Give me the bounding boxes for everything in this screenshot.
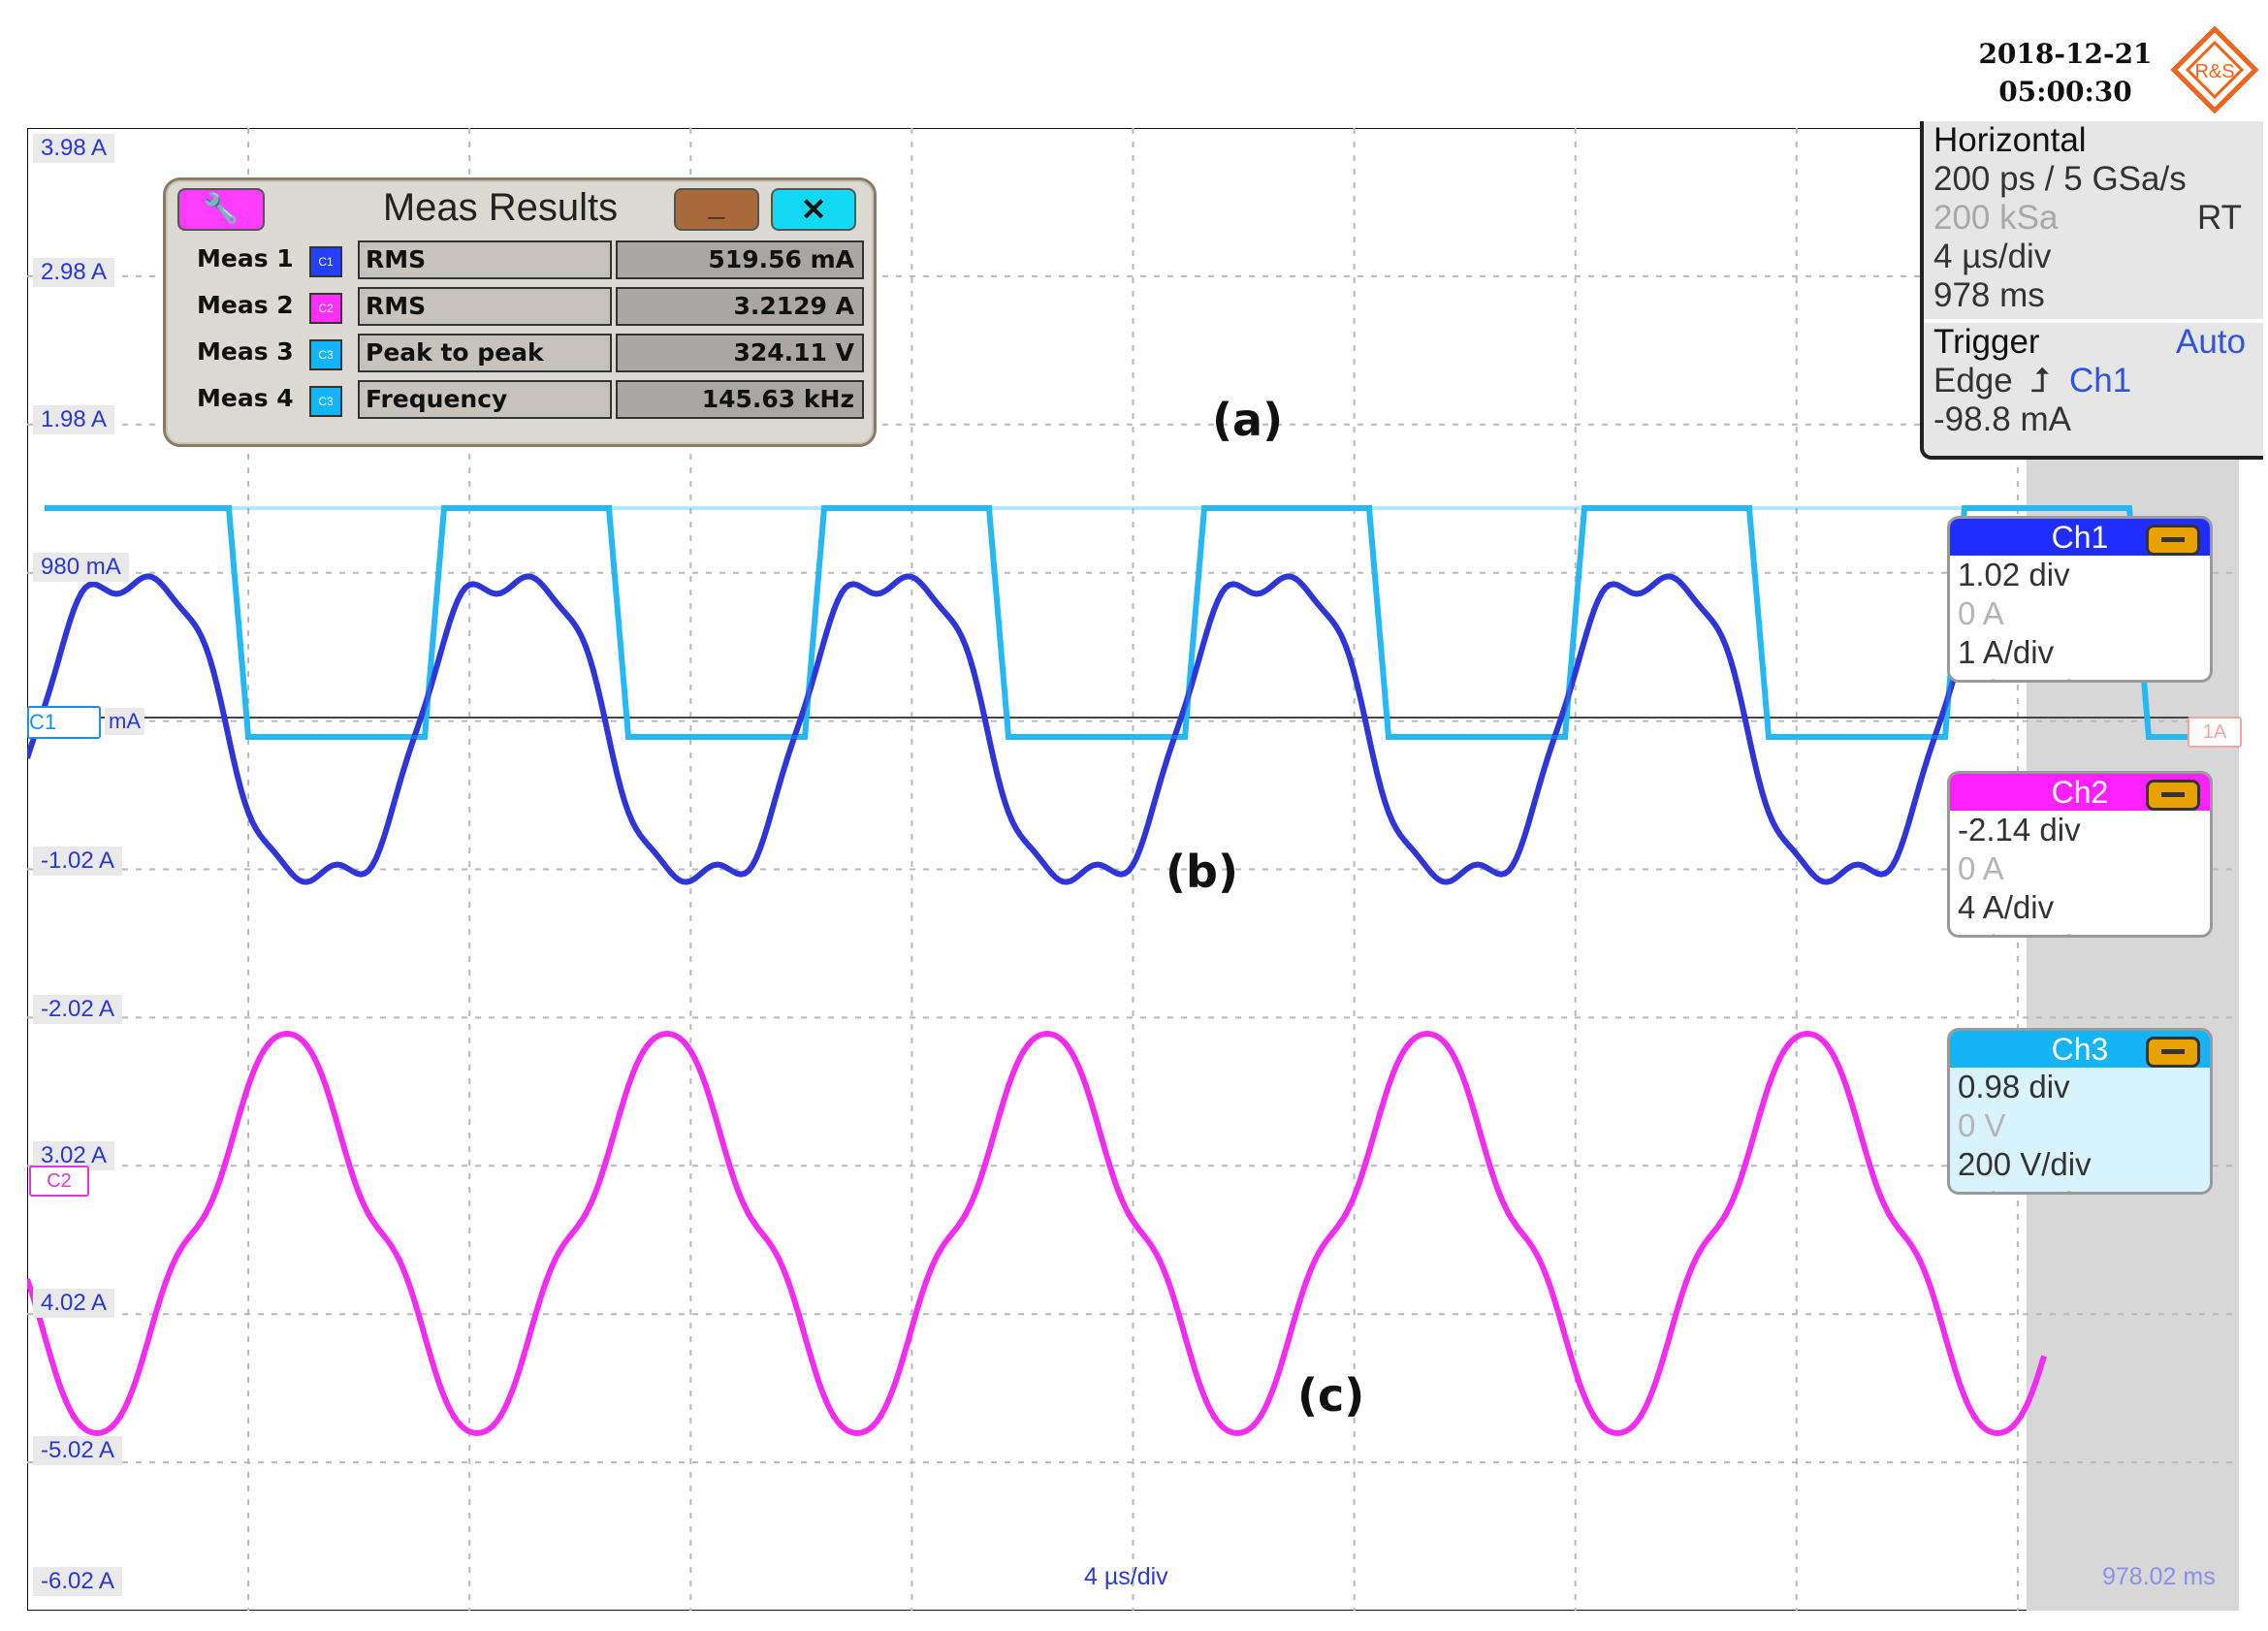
channel-coupling: DC 1MΩ: [1958, 1184, 2081, 1192]
meas-row-1: Meas 1 C1 RMS 519.56 mA: [166, 240, 874, 279]
meas-row-2: Meas 2 C2 RMS 3.2129 A: [166, 287, 874, 326]
channel-scale: 1 A/div: [1958, 634, 2055, 670]
timestamp: 2018-12-21 05:00:30: [1964, 35, 2167, 111]
trigger-mode[interactable]: Auto: [2176, 323, 2246, 361]
channel-offset: 0 V: [1958, 1107, 2006, 1143]
trigger-type: Edge: [1933, 362, 2013, 400]
meas-label: Meas 3: [197, 337, 294, 366]
trigger-source[interactable]: Ch1: [2069, 362, 2132, 400]
channel-box-ch2[interactable]: Ch2 -2.14 div 0 A 4 A/div DC 1MΩ: [1947, 771, 2213, 938]
timebase-label: 4 µs/div: [1084, 1563, 1168, 1590]
meas-value: 519.56 mA: [616, 240, 864, 279]
date-text: 2018-12-21: [1978, 38, 2153, 70]
meas-label: Meas 1: [197, 244, 294, 272]
minimize-icon[interactable]: [2146, 780, 2200, 811]
time-position-label: 978.02 ms: [2102, 1563, 2216, 1590]
minimize-icon[interactable]: [2146, 525, 2200, 556]
meas-results-window[interactable]: 🔧 Meas Results _ ✕ Meas 1 C1 RMS 519.56 …: [163, 177, 877, 447]
minimize-icon[interactable]: [2146, 1037, 2200, 1068]
channel-scale: 200 V/div: [1958, 1146, 2092, 1182]
horizontal-mode: RT: [2197, 199, 2243, 237]
annotation-b: (b): [1166, 846, 1238, 898]
y-label-8: 4.02 A: [33, 1289, 115, 1318]
time-text: 05:00:30: [1998, 76, 2132, 108]
y-label-1: 3.98 A: [33, 134, 115, 163]
meas-label: Meas 4: [197, 384, 294, 412]
channel-coupling: DC 1MΩ: [1958, 927, 2081, 935]
y-label-2: 2.98 A: [33, 258, 115, 287]
channel-position: -2.14 div: [1958, 812, 2081, 847]
y-label-3: 1.98 A: [33, 405, 115, 434]
logo-text: R&S: [2194, 61, 2234, 82]
annotation-a: (a): [1212, 394, 1284, 446]
meas-type[interactable]: Frequency: [358, 380, 612, 419]
c1-marker[interactable]: C1: [27, 706, 101, 739]
meas-type[interactable]: Peak to peak: [358, 334, 612, 372]
horizontal-title: Horizontal: [1933, 121, 2087, 159]
meas-results-header: 🔧 Meas Results _ ✕: [166, 180, 874, 235]
meas-value: 324.11 V: [616, 334, 864, 372]
wrench-icon[interactable]: 🔧: [177, 188, 265, 231]
y-label-6: -2.02 A: [33, 995, 123, 1024]
channel-chip: C3: [309, 386, 342, 417]
ch3-offscreen: [226, 506, 2239, 739]
y-label-10: -6.02 A: [33, 1567, 123, 1596]
rs-logo: R&S: [2170, 25, 2259, 114]
horizontal-sample: 200 ps / 5 GSa/s: [1933, 160, 2187, 198]
trigger-title: Trigger: [1933, 323, 2040, 361]
ref-marker[interactable]: 1A: [2188, 717, 2242, 748]
y-label-4: 980 mA: [33, 553, 129, 582]
rising-edge-icon: ⮥: [2030, 362, 2051, 400]
horizontal-position: 978 ms: [1933, 276, 2045, 314]
meas-type[interactable]: RMS: [358, 240, 612, 279]
close-button[interactable]: ✕: [771, 188, 856, 231]
channel-chip: C3: [309, 339, 342, 370]
channel-coupling: DC 1MΩ: [1958, 672, 2081, 680]
horizontal-trigger-panel[interactable]: Horizontal 200 ps / 5 GSa/s 200 kSa RT 4…: [1920, 121, 2263, 460]
channel-offset: 0 A: [1958, 850, 2004, 886]
ch1-waveform: [27, 573, 2046, 885]
channel-chip: C2: [309, 293, 342, 324]
channel-scale: 4 A/div: [1958, 889, 2055, 925]
meas-value: 145.63 kHz: [616, 380, 864, 419]
annotation-c: (c): [1297, 1369, 1365, 1422]
channel-position: 1.02 div: [1958, 557, 2070, 592]
c1-label: C1: [29, 710, 57, 734]
channel-box-ch1[interactable]: Ch1 1.02 div 0 A 1 A/div DC 1MΩ: [1947, 516, 2213, 683]
channel-box-ch3[interactable]: Ch3 0.98 div 0 V 200 V/div DC 1MΩ: [1947, 1028, 2213, 1195]
trigger-level: -98.8 mA: [1933, 400, 2071, 438]
channel-position: 0.98 div: [1958, 1069, 2070, 1104]
meas-row-3: Meas 3 C3 Peak to peak 324.11 V: [166, 334, 874, 372]
meas-row-4: Meas 4 C3 Frequency 145.63 kHz: [166, 380, 874, 419]
meas-results-title: Meas Results: [382, 186, 619, 229]
channel-offset: 0 A: [1958, 595, 2004, 631]
horizontal-timebase: 4 µs/div: [1933, 238, 2052, 275]
horizontal-record: 200 kSa: [1933, 199, 2059, 237]
panel-divider: [1924, 319, 2263, 323]
ch3-waveform: [45, 505, 2239, 740]
meas-value: 3.2129 A: [616, 287, 864, 326]
meas-label: Meas 2: [197, 291, 294, 319]
y-label-9: -5.02 A: [33, 1436, 123, 1465]
meas-type[interactable]: RMS: [358, 287, 612, 326]
c1-marker-unit: mA: [105, 708, 144, 735]
c2-marker[interactable]: C2: [29, 1166, 89, 1197]
channel-chip: C1: [309, 246, 342, 277]
minimize-button[interactable]: _: [674, 188, 759, 231]
ch2-waveform: [27, 1030, 2047, 1437]
y-label-5: -1.02 A: [33, 847, 123, 876]
